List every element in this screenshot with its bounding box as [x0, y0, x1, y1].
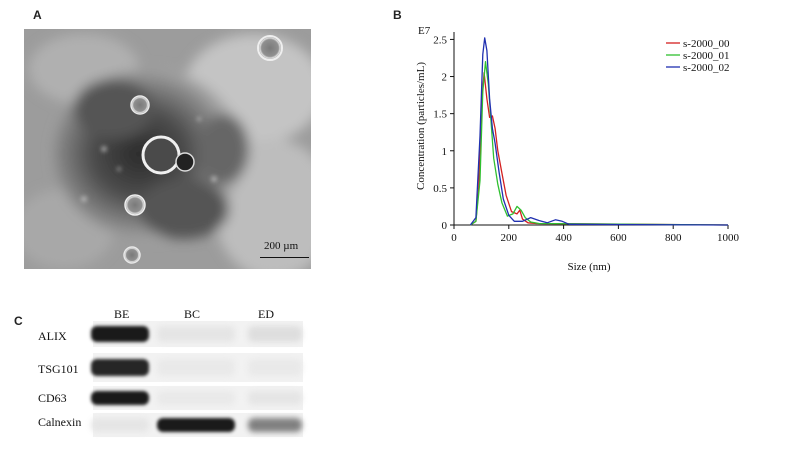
- blot-band: [91, 391, 149, 405]
- blot-label-alix: ALIX: [38, 329, 67, 343]
- x-tick-label: 600: [610, 232, 627, 244]
- blot-strip-calnexin: [91, 413, 303, 437]
- y-tick-label: 0: [442, 220, 448, 232]
- legend-entry-2: s-2000_01: [683, 50, 729, 62]
- y-tick-label: 1.5: [433, 109, 447, 121]
- blot-band: [91, 418, 149, 432]
- x-tick-label: 400: [555, 232, 572, 244]
- y-tick-label: 1: [442, 146, 448, 158]
- blot-strip-alix: [91, 321, 303, 347]
- x-tick-label: 1000: [717, 232, 740, 244]
- blot-label-tsg101: TSG101: [38, 362, 79, 376]
- panel-label-b: B: [393, 8, 402, 22]
- y-tick-label: 0.5: [433, 183, 447, 195]
- legend-entry-1: s-2000_00: [683, 38, 730, 50]
- blot-label-calnexin: Calnexin: [38, 415, 82, 429]
- y-tick-label: 2: [442, 72, 448, 84]
- lane-label-ed: ED: [258, 307, 274, 321]
- y-tick-label: 2.5: [433, 34, 447, 46]
- legend-entry-3: s-2000_02: [683, 62, 729, 74]
- panel-label-c: C: [14, 314, 23, 328]
- y-axis-multiplier: E7: [418, 25, 431, 37]
- blot-strip-cd63: [91, 386, 303, 410]
- blot-band: [157, 326, 235, 342]
- lane-label-be: BE: [114, 307, 130, 321]
- x-axis-label: Size (nm): [567, 261, 610, 273]
- tem-micrograph: [24, 29, 311, 269]
- scale-bar-label: 200 µm: [264, 240, 299, 252]
- blot-band: [157, 418, 235, 432]
- scale-bar: [260, 257, 309, 258]
- x-tick-label: 0: [451, 232, 457, 244]
- blot-label-cd63: CD63: [38, 391, 67, 405]
- x-tick-label: 200: [501, 232, 518, 244]
- blot-strip-tsg101: [91, 353, 303, 382]
- blot-band: [248, 359, 302, 376]
- blot-band: [157, 391, 235, 405]
- blot-band: [248, 391, 302, 405]
- blot-band: [91, 359, 149, 376]
- blot-band: [248, 418, 302, 432]
- blot-band: [91, 326, 149, 342]
- panel-label-a: A: [33, 8, 42, 22]
- blot-band: [157, 359, 235, 376]
- y-axis-label: Concentration (particles/mL): [415, 62, 427, 190]
- x-tick-label: 800: [665, 232, 682, 244]
- lane-label-bc: BC: [184, 307, 201, 321]
- series-line-2: [470, 61, 729, 226]
- blot-band: [248, 326, 302, 342]
- series-line-1: [470, 72, 729, 226]
- series-line-3: [469, 37, 729, 226]
